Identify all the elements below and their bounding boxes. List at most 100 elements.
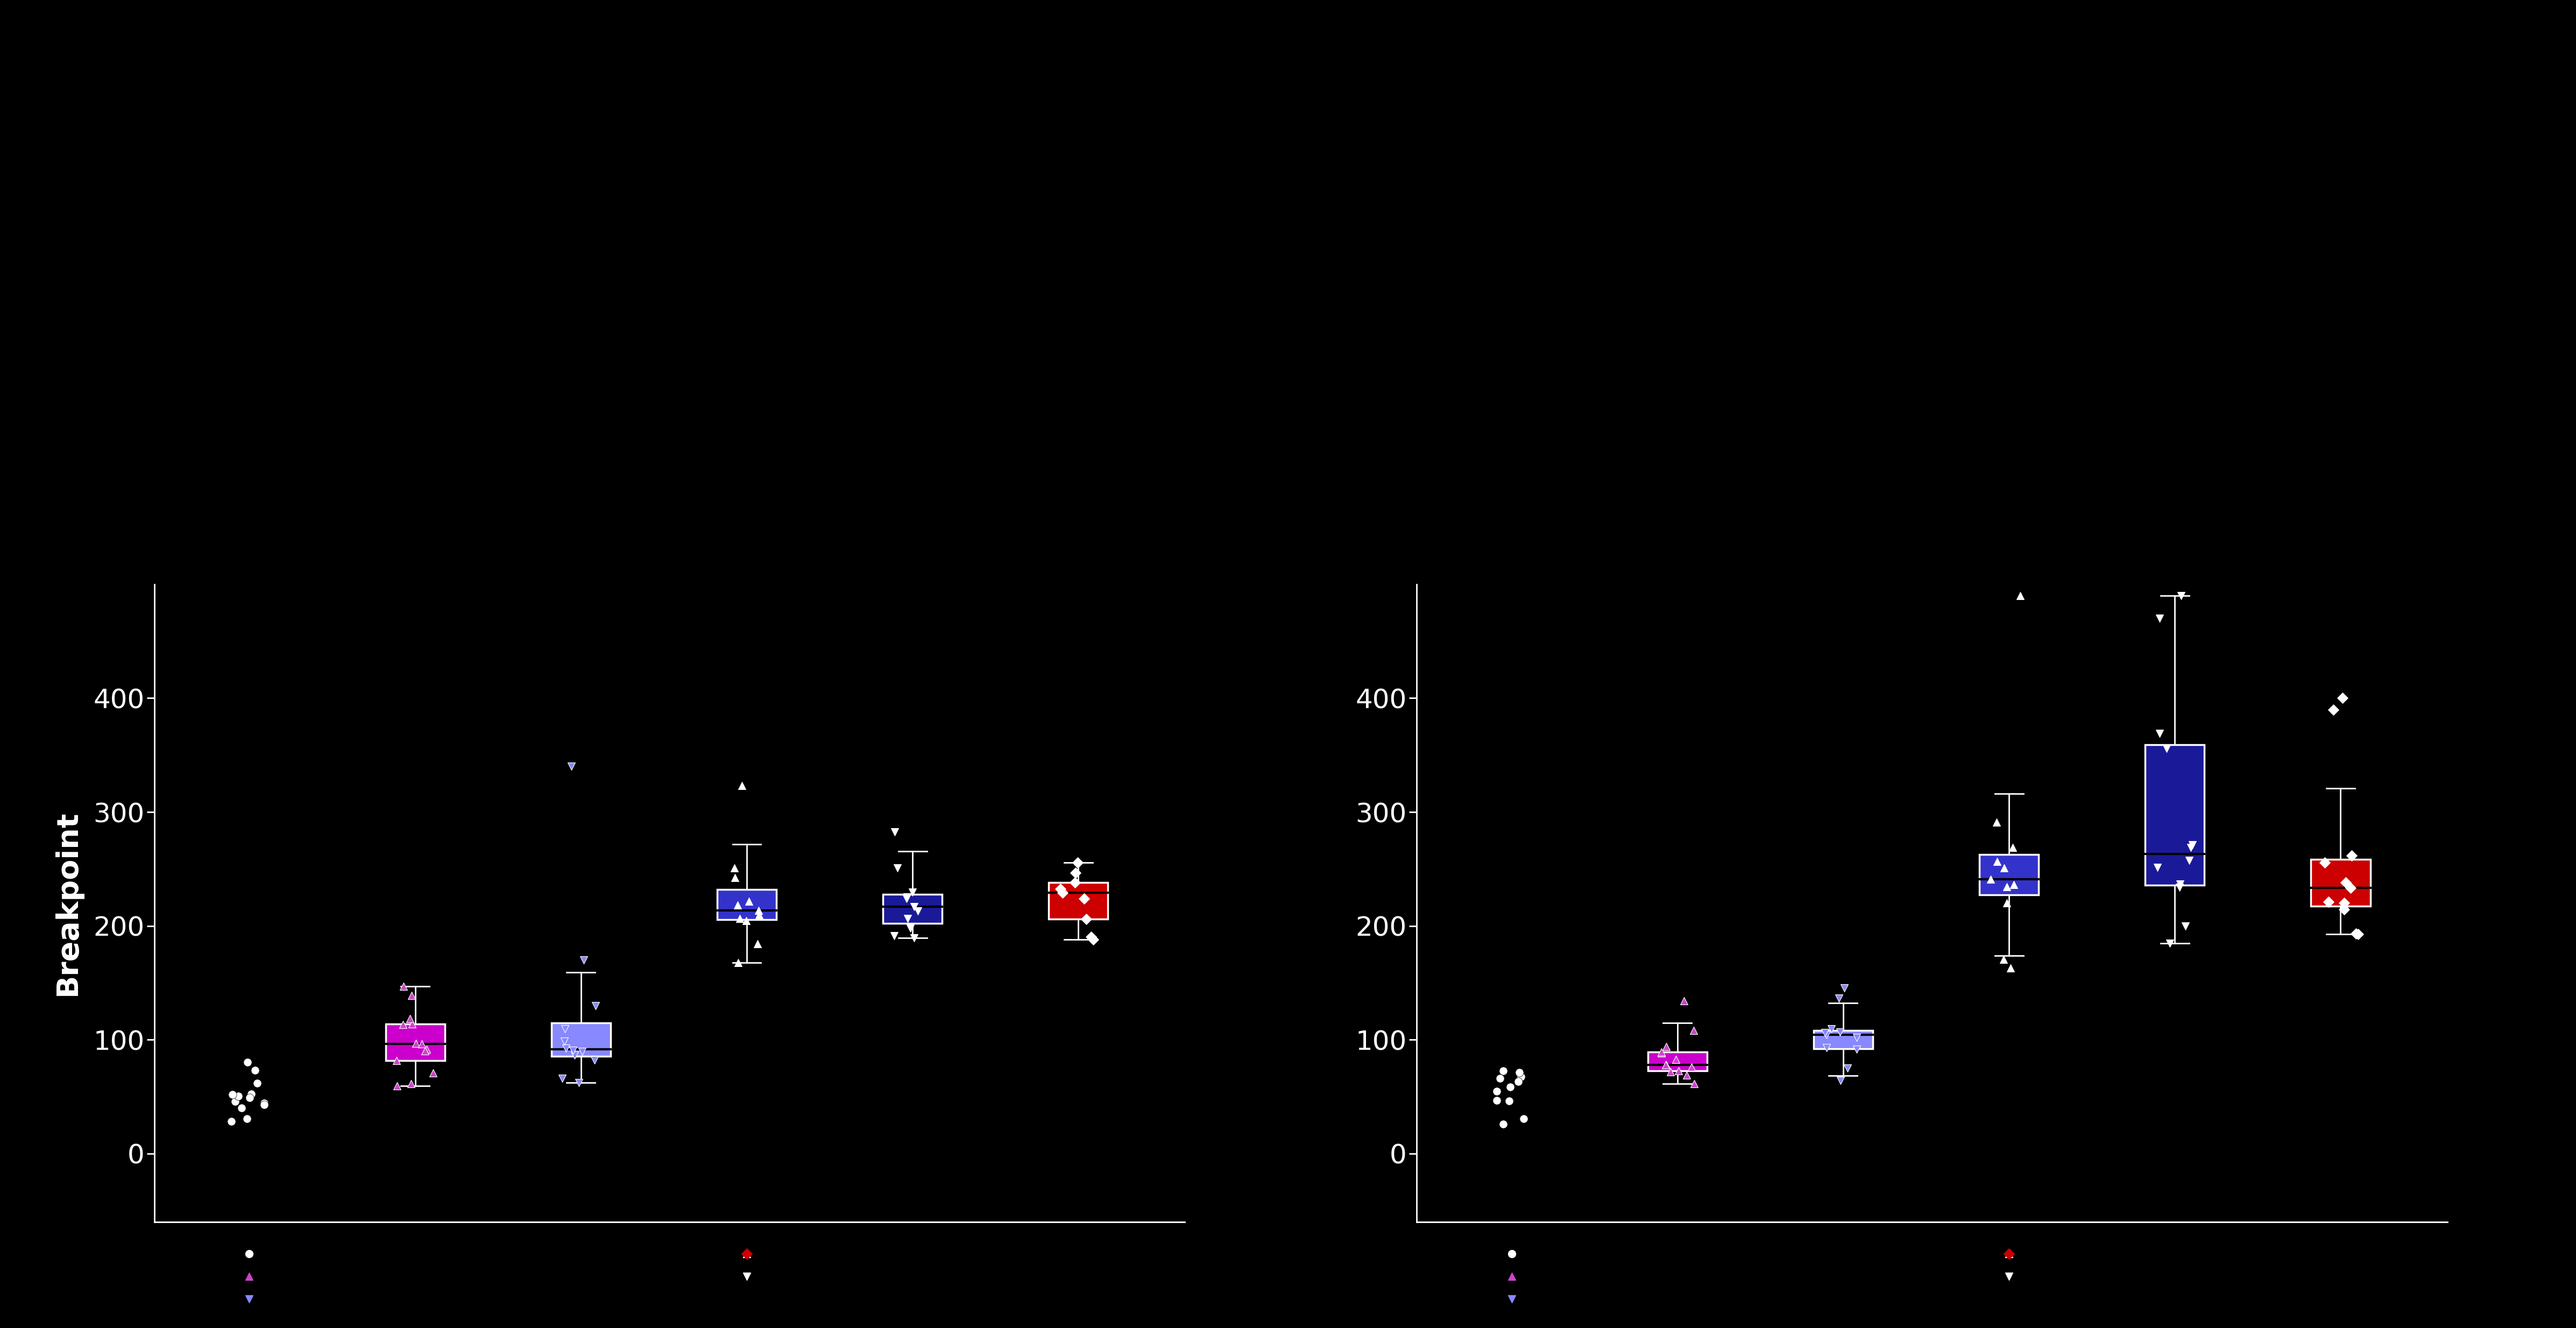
Point (1819, 988, 1860, 1009)
Point (1641, 1041, 1682, 1062)
Point (1489, 1090, 1530, 1112)
Point (546, 1037, 587, 1058)
Y-axis label: Breakpoint: Breakpoint (54, 810, 82, 996)
Point (2164, 915, 2205, 936)
Point (1806, 1037, 1847, 1058)
Point (384, 976, 425, 997)
Point (214, 1090, 255, 1112)
Point (1991, 837, 2032, 858)
Bar (716, 890, 775, 919)
Point (1672, 1057, 1713, 1078)
Point (1492, 1266, 1533, 1287)
Bar (884, 895, 943, 923)
Point (551, 756, 592, 777)
Point (389, 1008, 430, 1029)
Point (1984, 858, 2025, 879)
Point (716, 895, 757, 916)
Point (2324, 899, 2365, 920)
Point (1824, 977, 1865, 999)
Point (245, 1093, 286, 1114)
Point (1664, 991, 1705, 1012)
Point (1976, 811, 2017, 833)
Point (729, 891, 770, 912)
Point (229, 1266, 270, 1287)
Point (229, 1243, 270, 1264)
Point (392, 984, 433, 1005)
Point (2303, 853, 2344, 874)
Point (1646, 1054, 1687, 1076)
Point (1502, 1109, 1543, 1130)
Point (407, 1038, 448, 1060)
Point (2313, 699, 2354, 720)
Bar (1649, 1052, 1708, 1070)
Point (1989, 957, 2030, 979)
Point (2172, 834, 2213, 855)
Point (2138, 722, 2179, 744)
Point (891, 882, 933, 903)
Point (1994, 874, 2035, 895)
Point (726, 910, 768, 931)
Point (1646, 1036, 1687, 1057)
Point (726, 1243, 768, 1264)
Point (1069, 926, 1110, 947)
Point (1674, 1073, 1716, 1094)
Point (2336, 923, 2378, 944)
Point (739, 904, 781, 926)
Bar (551, 1023, 611, 1057)
Point (394, 1033, 435, 1054)
Point (1837, 1027, 1878, 1048)
Point (1056, 851, 1097, 872)
Point (1667, 1065, 1708, 1086)
Point (392, 1013, 433, 1035)
Point (574, 1049, 616, 1070)
Point (1976, 851, 2017, 872)
Point (873, 821, 914, 842)
Point (1041, 878, 1082, 899)
Point (1484, 1113, 1525, 1134)
Point (2331, 845, 2372, 866)
Point (2138, 608, 2179, 629)
Point (1989, 1243, 2030, 1264)
Point (2336, 923, 2378, 944)
Point (1054, 871, 1095, 892)
Point (211, 1110, 252, 1131)
Point (1806, 1023, 1847, 1044)
Point (1043, 882, 1084, 903)
Point (2169, 837, 2210, 858)
Point (1674, 1020, 1716, 1041)
Point (1476, 1090, 1517, 1112)
Point (245, 1094, 286, 1116)
Point (216, 1085, 258, 1106)
Point (1056, 862, 1097, 883)
Point (376, 1076, 417, 1097)
Point (2324, 892, 2365, 914)
Bar (386, 1024, 446, 1061)
Point (886, 888, 927, 910)
Point (886, 908, 927, 930)
Point (229, 1288, 270, 1309)
Point (237, 1073, 278, 1094)
Point (719, 908, 760, 930)
Point (562, 1041, 603, 1062)
Point (886, 886, 927, 907)
Point (564, 950, 605, 971)
Bar (1048, 882, 1108, 919)
Point (376, 1050, 417, 1072)
Point (1986, 876, 2027, 898)
Point (2161, 586, 2202, 607)
Point (1986, 892, 2027, 914)
Point (2136, 857, 2177, 878)
Bar (1814, 1031, 1873, 1049)
Point (1819, 1021, 1860, 1042)
Point (2148, 932, 2190, 954)
Point (1989, 1266, 2030, 1287)
Point (227, 1052, 268, 1073)
Point (1476, 1081, 1517, 1102)
Point (1492, 1243, 1533, 1264)
Point (1064, 888, 1105, 910)
Point (896, 900, 938, 922)
Point (1499, 1066, 1540, 1088)
Point (1837, 1038, 1878, 1060)
Point (1971, 869, 2012, 890)
Point (719, 952, 760, 973)
